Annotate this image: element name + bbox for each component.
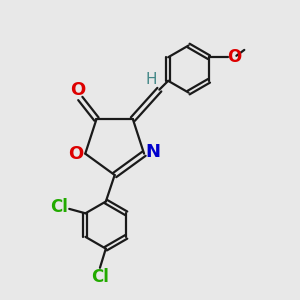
Text: N: N: [146, 143, 160, 161]
Text: Cl: Cl: [91, 268, 109, 286]
Text: O: O: [68, 145, 83, 163]
Text: O: O: [227, 48, 241, 66]
Text: Cl: Cl: [50, 198, 68, 216]
Text: O: O: [70, 81, 85, 99]
Text: H: H: [145, 72, 157, 87]
